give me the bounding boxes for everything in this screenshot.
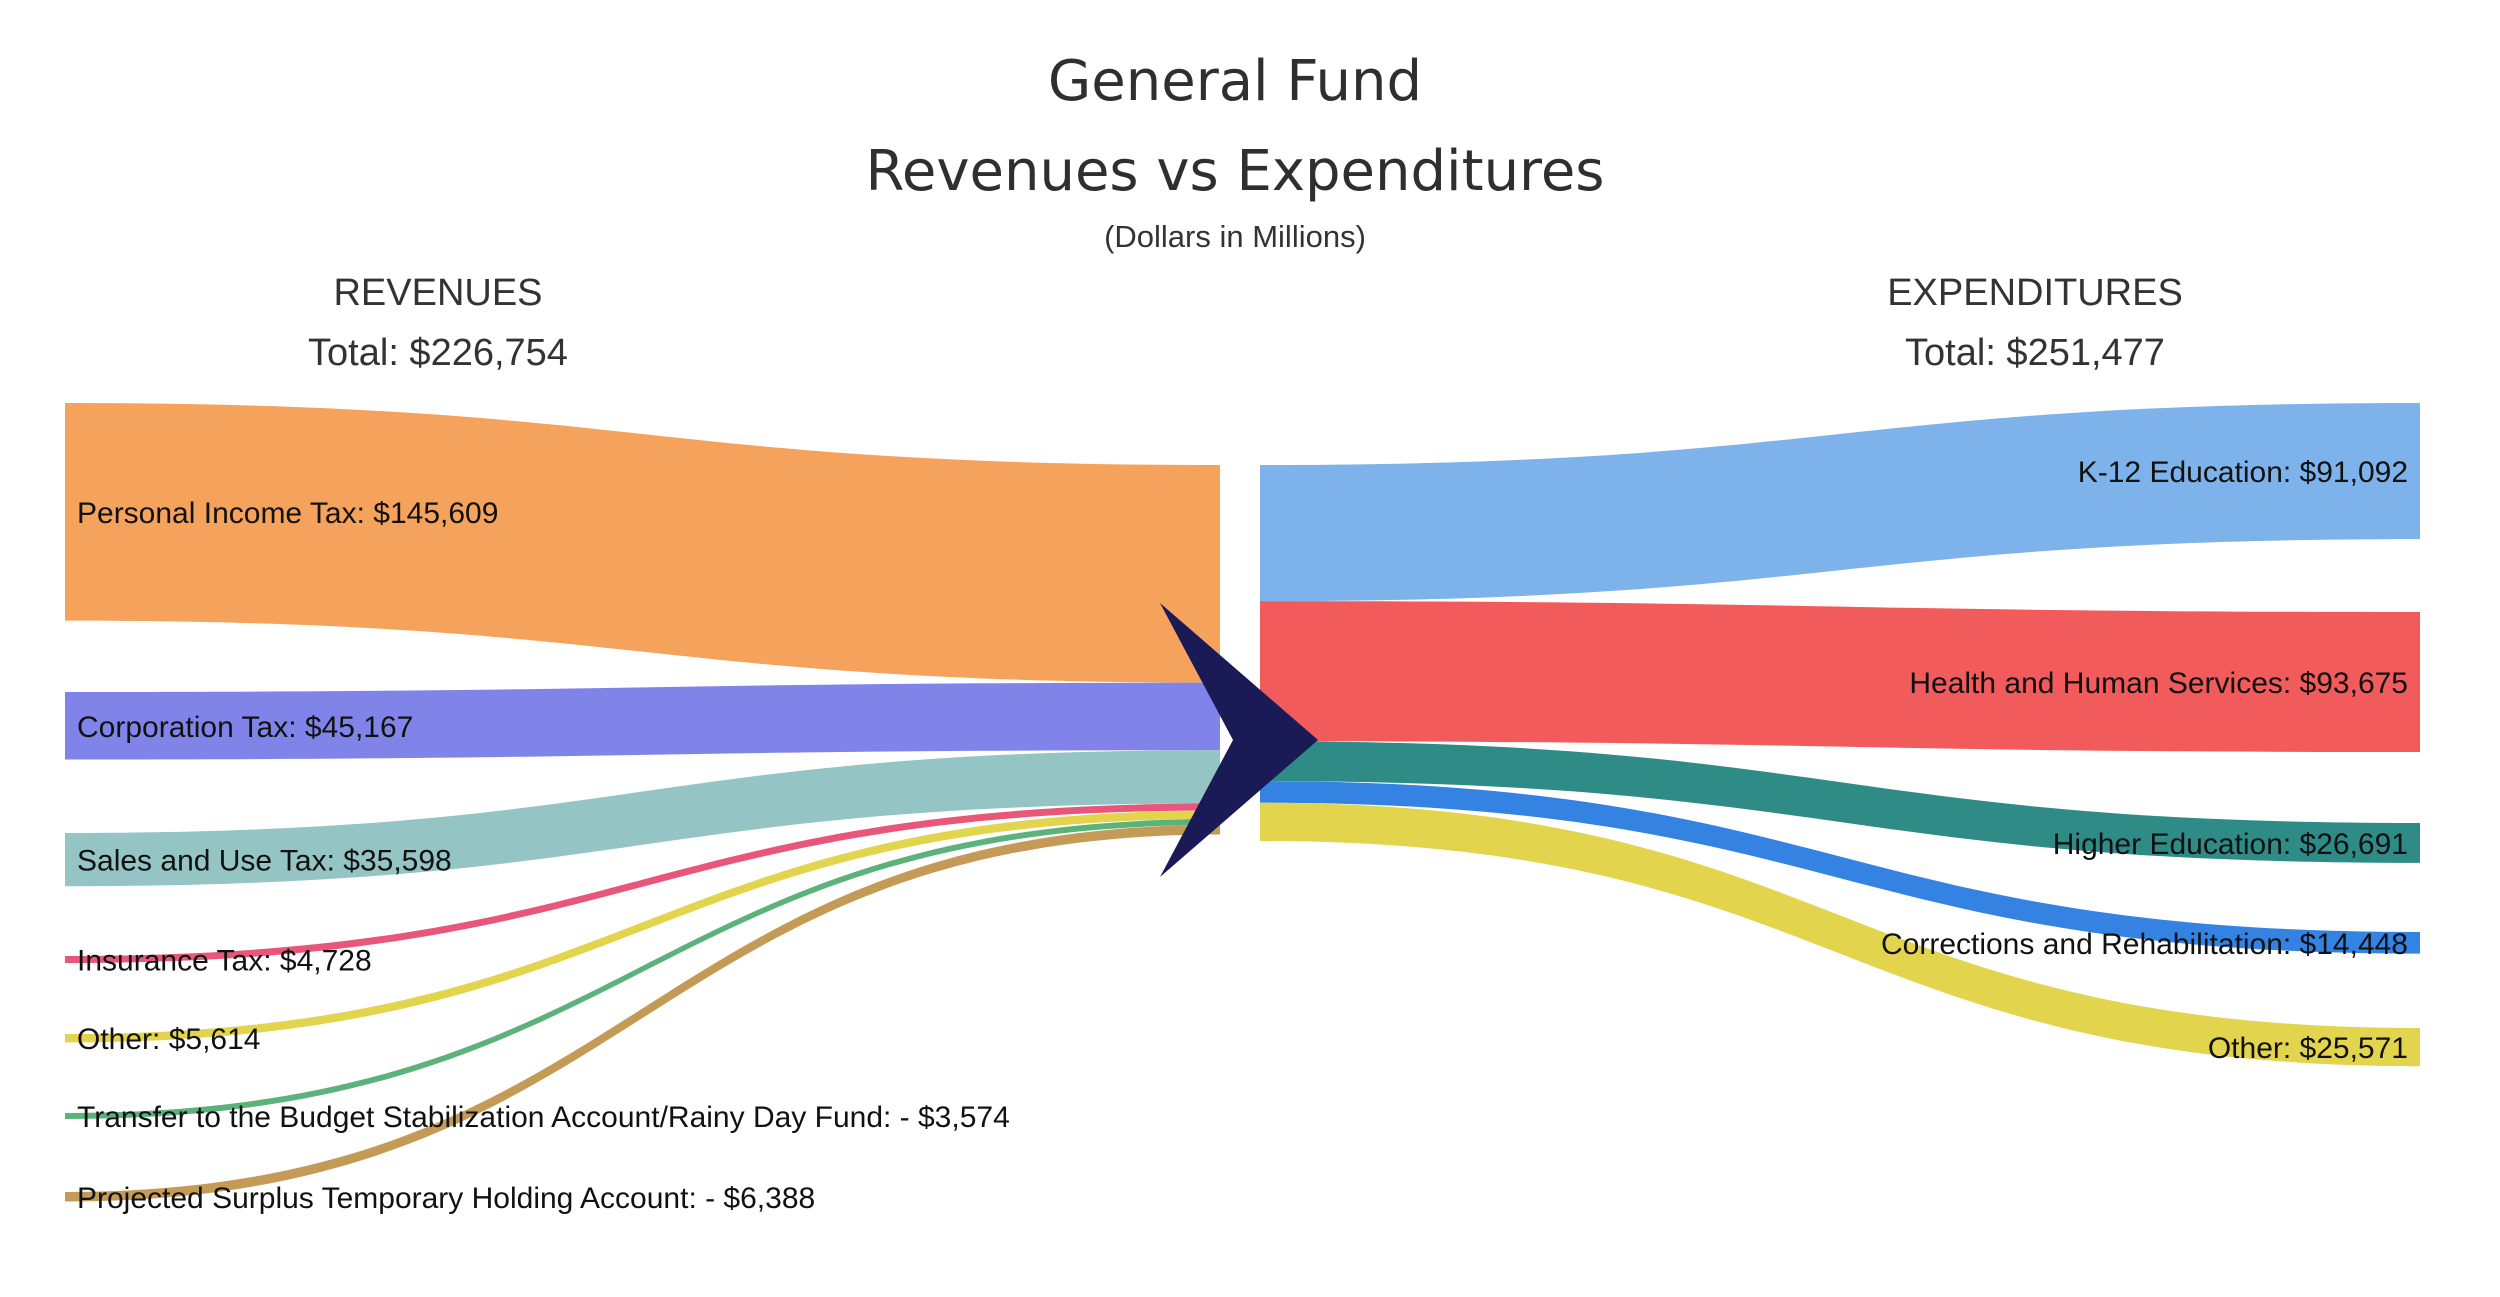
revenue-flow [65,818,1220,1119]
expenditure-flow [1260,741,2420,863]
expenditure-flow [1260,403,2420,602]
revenue-flow [65,403,1220,683]
revenue-label: Insurance Tax: $4,728 [77,945,372,978]
chart-title-line2: Revenues vs Expenditures [866,139,1605,204]
chart-title-line1: General Fund [1048,49,1422,114]
chart-subtitle: (Dollars in Millions) [1104,219,1366,254]
revenue-flow [65,810,1220,1043]
center-arrow-icon [1160,603,1318,877]
revenue-label: Personal Income Tax: $145,609 [77,497,498,530]
expenditure-label: Corrections and Rehabilitation: $14,448 [1881,928,2408,961]
expenditure-label: K-12 Education: $91,092 [2078,456,2408,489]
revenue-flow [65,803,1220,964]
revenue-flow [65,682,1220,760]
expenditure-flow [1260,601,2420,753]
revenues-heading: REVENUES [333,272,542,314]
revenue-label: Transfer to the Budget Stabilization Acc… [77,1101,1010,1134]
revenue-label: Corporation Tax: $45,167 [77,711,413,744]
expenditures-total: Total: $251,477 [1905,332,2165,374]
revenue-flow [65,824,1220,1202]
revenues-total: Total: $226,754 [308,332,568,374]
expenditure-label: Higher Education: $26,691 [2053,828,2408,861]
expenditure-label: Health and Human Services: $93,675 [1909,667,2408,700]
expenditure-flow [1260,781,2420,954]
expenditure-label: Other: $25,571 [2208,1032,2408,1065]
expenditure-flow [1260,802,2420,1067]
expenditure-flows [1260,403,2420,1067]
revenue-flows [65,403,1220,1202]
revenue-flow [65,750,1220,887]
revenue-label: Other: $5,614 [77,1023,260,1056]
expenditures-heading: EXPENDITURES [1887,272,2183,314]
revenue-labels: Personal Income Tax: $145,609 Corporation… [77,497,1010,1215]
revenue-label: Sales and Use Tax: $35,598 [77,845,452,878]
expenditure-labels: K-12 Education: $91,092 Health and Human … [1881,456,2408,1065]
revenue-label: Projected Surplus Temporary Holding Acco… [77,1182,815,1215]
